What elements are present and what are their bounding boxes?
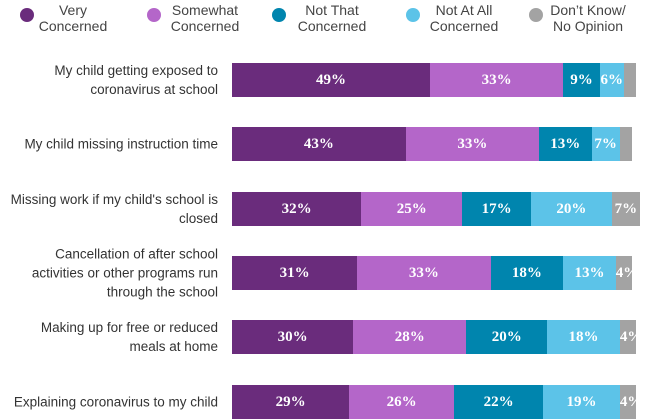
bar-segment: [599, 63, 624, 97]
data-label: 9%: [570, 72, 593, 88]
bar-segment: [547, 320, 620, 354]
legend-swatch: [529, 8, 543, 22]
bar-segment: [619, 127, 632, 161]
data-label: 33%: [481, 72, 512, 88]
legend-swatch: [147, 8, 161, 22]
bar-segment: [232, 385, 350, 419]
data-label: 7%: [614, 201, 638, 217]
bar-segment: [232, 127, 406, 161]
bar-segment: [623, 63, 636, 97]
bar-segment: [615, 256, 632, 290]
data-label: 29%: [275, 394, 306, 410]
legend-item: Somewhat Concerned: [147, 2, 246, 34]
data-label: 4%: [619, 329, 643, 345]
bar-segment: [543, 385, 620, 419]
data-label: 32%: [281, 201, 312, 217]
legend-label: Somewhat Concerned: [170, 2, 240, 34]
bar-segment: [462, 192, 531, 226]
legend-label: Not At All Concerned: [429, 2, 499, 34]
data-label: 13%: [574, 265, 605, 281]
legend-swatch: [20, 8, 34, 22]
bar-segment: [591, 127, 620, 161]
bar-segment: [232, 63, 430, 97]
data-label: 33%: [457, 136, 488, 152]
data-label: 28%: [394, 329, 425, 345]
category-label: My child getting exposed to coronavirus …: [54, 63, 218, 97]
category-label: Making up for free or reduced meals at h…: [40, 320, 218, 354]
bar-segment: [563, 256, 616, 290]
data-label: 26%: [386, 394, 417, 410]
bar-segment: [232, 192, 362, 226]
data-label: 25%: [396, 201, 427, 217]
legend-label: Very Concerned: [38, 2, 108, 34]
data-label: 6%: [600, 72, 623, 88]
data-label: 43%: [303, 136, 334, 152]
data-label: 20%: [491, 329, 522, 345]
legend-item: Very Concerned: [20, 2, 109, 34]
data-label: 7%: [594, 136, 617, 152]
data-label: 19%: [566, 394, 597, 410]
data-label: 17%: [481, 201, 512, 217]
bar-segment: [357, 256, 491, 290]
data-label: 30%: [277, 329, 308, 345]
bar-segment: [232, 320, 354, 354]
legend-item: Don’t Know/ No Opinion: [529, 2, 630, 34]
data-label: 4%: [619, 394, 643, 410]
bar-segment: [619, 320, 636, 354]
category-label: Missing work if my child's school is clo…: [10, 192, 218, 226]
legend-swatch: [272, 8, 286, 22]
category-label: Cancellation of after school activities …: [31, 246, 218, 300]
data-label: 20%: [556, 201, 587, 217]
data-label: 33%: [408, 265, 439, 281]
bar-segment: [349, 385, 455, 419]
bar-segment: [619, 385, 636, 419]
bar-segment: [353, 320, 467, 354]
legend-item: Not At All Concerned: [406, 2, 505, 34]
bar-segment: [232, 256, 358, 290]
bar-segment: [539, 127, 592, 161]
data-label: 22%: [483, 394, 514, 410]
data-label: 49%: [315, 72, 346, 88]
data-label: 18%: [511, 265, 542, 281]
legend-swatch: [406, 8, 420, 22]
legend-label: Don’t Know/ No Opinion: [550, 2, 626, 34]
category-label: My child missing instruction time: [24, 136, 218, 152]
data-label: 4%: [615, 265, 639, 281]
bar-segment: [466, 320, 548, 354]
bar-segment: [611, 192, 641, 226]
data-label: 13%: [550, 136, 581, 152]
bar-segment: [563, 63, 600, 97]
bar-segment: [429, 63, 564, 97]
data-label: 31%: [279, 265, 310, 281]
bar-segment: [530, 192, 612, 226]
bar-segment: [490, 256, 564, 290]
bar-segment: [405, 127, 540, 161]
legend-label: Not That Concerned: [297, 2, 367, 34]
bar-segment: [361, 192, 463, 226]
category-label: Explaining coronavirus to my child: [13, 394, 218, 410]
bar-segment: [454, 385, 544, 419]
legend-item: Not That Concerned: [272, 2, 375, 34]
data-label: 18%: [568, 329, 599, 345]
